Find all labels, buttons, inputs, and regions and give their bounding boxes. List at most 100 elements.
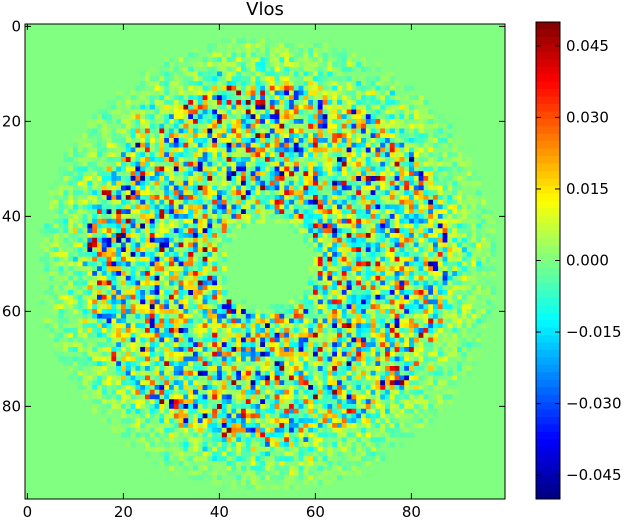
heatmap-cell: [404, 328, 410, 334]
heatmap-cell: [82, 313, 88, 319]
heatmap-cell: [212, 247, 218, 253]
heatmap-cell: [92, 237, 98, 243]
heatmap-cell: [265, 90, 271, 96]
heatmap-cell: [193, 347, 199, 353]
heatmap-cell: [413, 347, 419, 353]
heatmap-cell: [437, 204, 443, 210]
heatmap-cell: [370, 100, 376, 106]
heatmap-cell: [404, 261, 410, 267]
heatmap-cell: [389, 228, 395, 234]
heatmap-cell: [404, 347, 410, 353]
heatmap-cell: [236, 152, 242, 158]
heatmap-cell: [130, 214, 136, 220]
heatmap-cell: [49, 223, 55, 229]
heatmap-cell: [437, 347, 443, 353]
heatmap-cell: [164, 347, 170, 353]
heatmap-cell: [389, 261, 395, 267]
heatmap-cell: [265, 323, 271, 329]
heatmap-cell: [207, 280, 213, 286]
heatmap-cell: [380, 123, 386, 129]
heatmap-cell: [284, 190, 290, 196]
heatmap-cell: [111, 313, 117, 319]
heatmap-cell: [433, 190, 439, 196]
heatmap-cell: [346, 351, 352, 357]
heatmap-cell: [361, 347, 367, 353]
heatmap-cell: [313, 261, 319, 267]
heatmap-cell: [293, 85, 299, 91]
heatmap-cell: [154, 294, 160, 300]
heatmap-cell: [221, 385, 227, 391]
heatmap-cell: [207, 100, 213, 106]
heatmap-cell: [452, 176, 458, 182]
heatmap-cell: [327, 252, 333, 258]
heatmap-cell: [197, 242, 203, 248]
heatmap-cell: [212, 309, 218, 315]
heatmap-cell: [409, 361, 415, 367]
heatmap-cell: [413, 237, 419, 243]
heatmap-cell: [140, 271, 146, 277]
heatmap-cell: [193, 119, 199, 125]
heatmap-cell: [413, 261, 419, 267]
heatmap-cell: [337, 95, 343, 101]
heatmap-cell: [274, 370, 280, 376]
heatmap-cell: [130, 171, 136, 177]
heatmap-cell: [202, 57, 208, 63]
heatmap-cell: [428, 161, 434, 167]
heatmap-cell: [399, 223, 405, 229]
heatmap-cell: [169, 375, 175, 381]
heatmap-cell: [313, 356, 319, 362]
heatmap-cell: [423, 171, 429, 177]
heatmap-cell: [404, 332, 410, 338]
heatmap-cell: [236, 157, 242, 163]
heatmap-cell: [183, 271, 189, 277]
heatmap-cell: [409, 299, 415, 305]
heatmap-cell: [217, 280, 223, 286]
heatmap-cell: [423, 271, 429, 277]
heatmap-cell: [159, 380, 165, 386]
heatmap-cell: [370, 152, 376, 158]
heatmap-cell: [245, 133, 251, 139]
heatmap-cell: [183, 218, 189, 224]
heatmap-cell: [293, 370, 299, 376]
heatmap-cell: [212, 347, 218, 353]
heatmap-cell: [313, 228, 319, 234]
heatmap-cell: [313, 57, 319, 63]
heatmap-cell: [303, 166, 309, 172]
heatmap-cell: [250, 375, 256, 381]
heatmap-cell: [58, 247, 64, 253]
heatmap-cell: [413, 328, 419, 334]
heatmap-cell: [361, 332, 367, 338]
heatmap-cell: [413, 195, 419, 201]
heatmap-cell: [77, 157, 83, 163]
heatmap-cell: [457, 261, 463, 267]
heatmap-cell: [289, 43, 295, 49]
heatmap-cell: [365, 237, 371, 243]
heatmap-cell: [125, 214, 131, 220]
heatmap-cell: [121, 128, 127, 134]
heatmap-cell: [202, 366, 208, 372]
heatmap-cell: [351, 309, 357, 315]
heatmap-cell: [409, 228, 415, 234]
heatmap-cell: [255, 204, 261, 210]
heatmap-cell: [130, 380, 136, 386]
heatmap-cell: [226, 119, 232, 125]
heatmap-cell: [389, 370, 395, 376]
heatmap-cell: [202, 81, 208, 87]
heatmap-cell: [356, 185, 362, 191]
heatmap-cell: [346, 285, 352, 291]
heatmap-cell: [245, 328, 251, 334]
heatmap-cell: [164, 275, 170, 281]
heatmap-cell: [269, 147, 275, 153]
heatmap-cell: [437, 256, 443, 262]
heatmap-cell: [63, 266, 69, 272]
heatmap-cell: [317, 76, 323, 82]
heatmap-cell: [308, 328, 314, 334]
heatmap-cell: [433, 233, 439, 239]
heatmap-cell: [87, 332, 93, 338]
heatmap-cell: [245, 100, 251, 106]
heatmap-cell: [303, 347, 309, 353]
heatmap-cell: [202, 233, 208, 239]
heatmap-cell: [322, 366, 328, 372]
heatmap-cell: [245, 323, 251, 329]
heatmap-cell: [212, 81, 218, 87]
